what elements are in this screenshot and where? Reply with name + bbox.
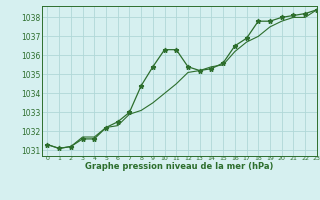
- X-axis label: Graphe pression niveau de la mer (hPa): Graphe pression niveau de la mer (hPa): [85, 162, 273, 171]
